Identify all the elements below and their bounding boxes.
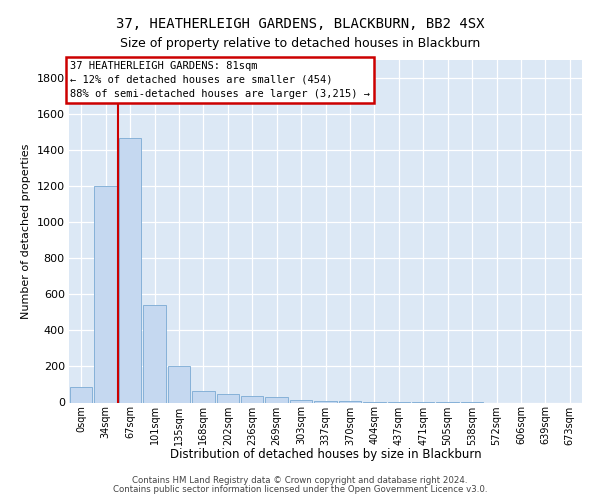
Bar — [143, 305, 166, 402]
Text: Contains HM Land Registry data © Crown copyright and database right 2024.: Contains HM Land Registry data © Crown c… — [132, 476, 468, 485]
Text: Contains public sector information licensed under the Open Government Licence v3: Contains public sector information licen… — [113, 485, 487, 494]
Bar — [217, 394, 239, 402]
X-axis label: Distribution of detached houses by size in Blackburn: Distribution of detached houses by size … — [170, 448, 481, 460]
Bar — [265, 398, 288, 402]
Text: 37, HEATHERLEIGH GARDENS, BLACKBURN, BB2 4SX: 37, HEATHERLEIGH GARDENS, BLACKBURN, BB2… — [116, 18, 484, 32]
Bar — [192, 391, 215, 402]
Bar — [119, 138, 142, 402]
Bar — [338, 401, 361, 402]
Bar — [241, 396, 263, 402]
Bar — [94, 186, 117, 402]
Text: 37 HEATHERLEIGH GARDENS: 81sqm
← 12% of detached houses are smaller (454)
88% of: 37 HEATHERLEIGH GARDENS: 81sqm ← 12% of … — [70, 60, 370, 98]
Bar — [290, 400, 313, 402]
Bar — [70, 386, 92, 402]
Bar — [314, 400, 337, 402]
Y-axis label: Number of detached properties: Number of detached properties — [21, 144, 31, 319]
Bar — [167, 366, 190, 403]
Text: Size of property relative to detached houses in Blackburn: Size of property relative to detached ho… — [120, 38, 480, 51]
